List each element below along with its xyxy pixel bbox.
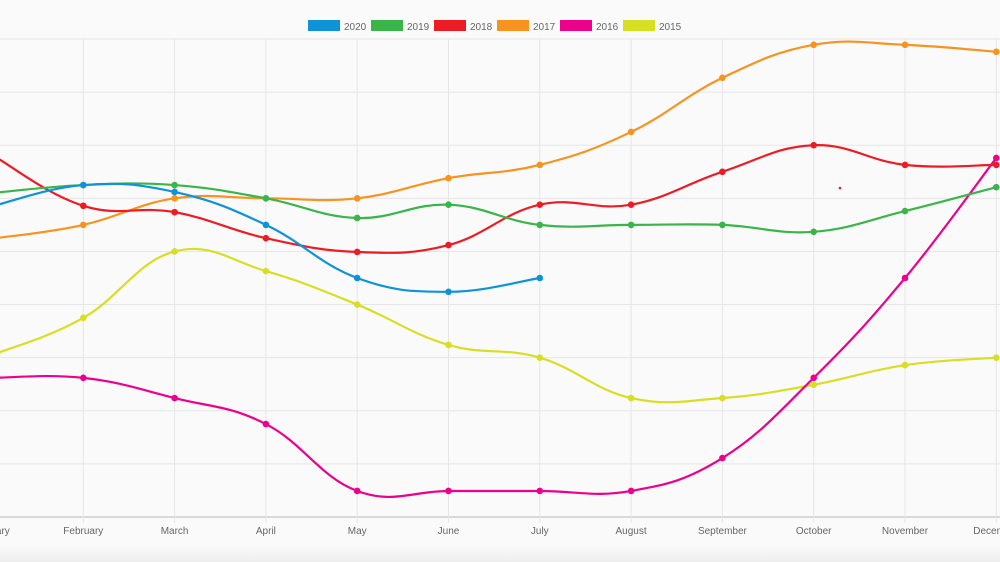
data-point-2015 — [901, 361, 909, 369]
legend-label-2020: 2020 — [344, 22, 367, 33]
x-tick-label: June — [438, 526, 460, 537]
x-tick-label: February — [63, 526, 103, 537]
x-tick-label: December — [973, 526, 1000, 537]
data-point-2017 — [445, 174, 452, 182]
data-point-2018 — [901, 161, 909, 169]
data-point-2019 — [353, 214, 361, 222]
x-tick-label: May — [348, 526, 367, 537]
data-point-2020 — [353, 274, 361, 282]
data-point-2016 — [353, 487, 361, 495]
data-point-2016 — [810, 374, 817, 382]
data-point-2017 — [171, 195, 178, 202]
legend-label-2017: 2017 — [533, 22, 556, 33]
legend-label-2016: 2016 — [596, 22, 619, 33]
data-point-2018 — [810, 141, 817, 149]
data-point-2018 — [445, 241, 452, 249]
data-point-2019 — [993, 183, 1000, 191]
legend-swatch-2017 — [497, 20, 529, 31]
data-point-2015 — [80, 314, 87, 322]
data-point-2017 — [536, 161, 544, 169]
legend-swatch-2018 — [434, 20, 466, 31]
footer-shade — [0, 545, 1000, 562]
data-point-2015 — [627, 394, 635, 402]
data-point-2015 — [993, 354, 1000, 361]
x-axis: January February March April May June July Augu… — [0, 526, 1000, 537]
series-line-2015 — [0, 247, 997, 404]
data-point-2017 — [627, 128, 635, 136]
series-line-2018 — [0, 144, 997, 254]
data-point-2020 — [536, 274, 544, 282]
data-point-2020 — [262, 221, 270, 229]
series-lines — [0, 40, 1000, 498]
data-point-2018 — [80, 202, 87, 210]
data-point-2019 — [171, 181, 178, 189]
x-tick-label: April — [256, 526, 276, 537]
data-point-2020 — [445, 288, 452, 296]
data-point-2016 — [536, 487, 544, 495]
data-point-2018 — [719, 168, 726, 176]
data-point-2019 — [536, 221, 544, 229]
data-point-2016 — [627, 487, 635, 495]
data-point-2016 — [262, 420, 270, 428]
x-tick-label: September — [698, 526, 748, 537]
legend-swatch-2019 — [371, 20, 403, 31]
data-point-2016 — [80, 374, 87, 382]
legend-swatch-2020 — [308, 20, 340, 31]
data-point-2015 — [171, 248, 178, 255]
x-tick-label: August — [616, 526, 647, 537]
data-point-2016 — [171, 394, 178, 402]
data-point-2018 — [993, 161, 1000, 169]
data-point-2020 — [80, 181, 87, 189]
stray-dot — [838, 186, 842, 190]
data-point-2016 — [993, 154, 1000, 162]
data-point-2018 — [171, 208, 178, 216]
x-tick-label: October — [796, 526, 832, 537]
data-point-2018 — [262, 234, 270, 242]
data-point-2019 — [719, 221, 726, 229]
data-point-2019 — [810, 228, 817, 236]
data-point-2015 — [536, 354, 544, 361]
x-tick-label: January — [0, 526, 10, 537]
data-point-2018 — [627, 201, 635, 209]
data-point-2015 — [262, 267, 270, 275]
data-point-2018 — [353, 248, 361, 256]
data-point-2017 — [901, 41, 909, 49]
legend-label-2015: 2015 — [659, 22, 682, 33]
data-point-2017 — [993, 48, 1000, 56]
x-tick-label: July — [531, 526, 549, 537]
x-tick-label: November — [882, 526, 929, 537]
data-point-2019 — [627, 221, 635, 229]
data-point-2015 — [353, 301, 361, 308]
data-point-2019 — [901, 207, 909, 215]
data-point-2015 — [719, 394, 726, 402]
data-point-2019 — [262, 195, 270, 202]
data-point-2018 — [536, 201, 544, 209]
legend-label-2018: 2018 — [470, 22, 493, 33]
grid — [0, 38, 1000, 523]
data-point-2019 — [445, 201, 452, 209]
data-point-2017 — [719, 74, 726, 82]
data-point-2015 — [810, 381, 817, 389]
legend-label-2019: 2019 — [407, 22, 430, 33]
series-line-2017 — [0, 40, 997, 239]
data-point-2016 — [901, 274, 909, 282]
series-line-2016 — [0, 157, 998, 498]
x-tick-label: March — [161, 526, 189, 537]
data-point-2016 — [445, 487, 452, 495]
data-point-2016 — [719, 454, 726, 462]
data-point-2017 — [80, 221, 87, 229]
data-point-2015 — [445, 341, 452, 349]
data-point-2017 — [353, 195, 361, 202]
data-point-2017 — [810, 41, 817, 49]
series-line-2019 — [0, 182, 997, 234]
legend: 2020 2019 2018 2017 2016 2015 — [308, 20, 682, 33]
legend-swatch-2016 — [560, 20, 592, 31]
legend-swatch-2015 — [623, 20, 655, 31]
data-point-2020 — [171, 188, 178, 196]
